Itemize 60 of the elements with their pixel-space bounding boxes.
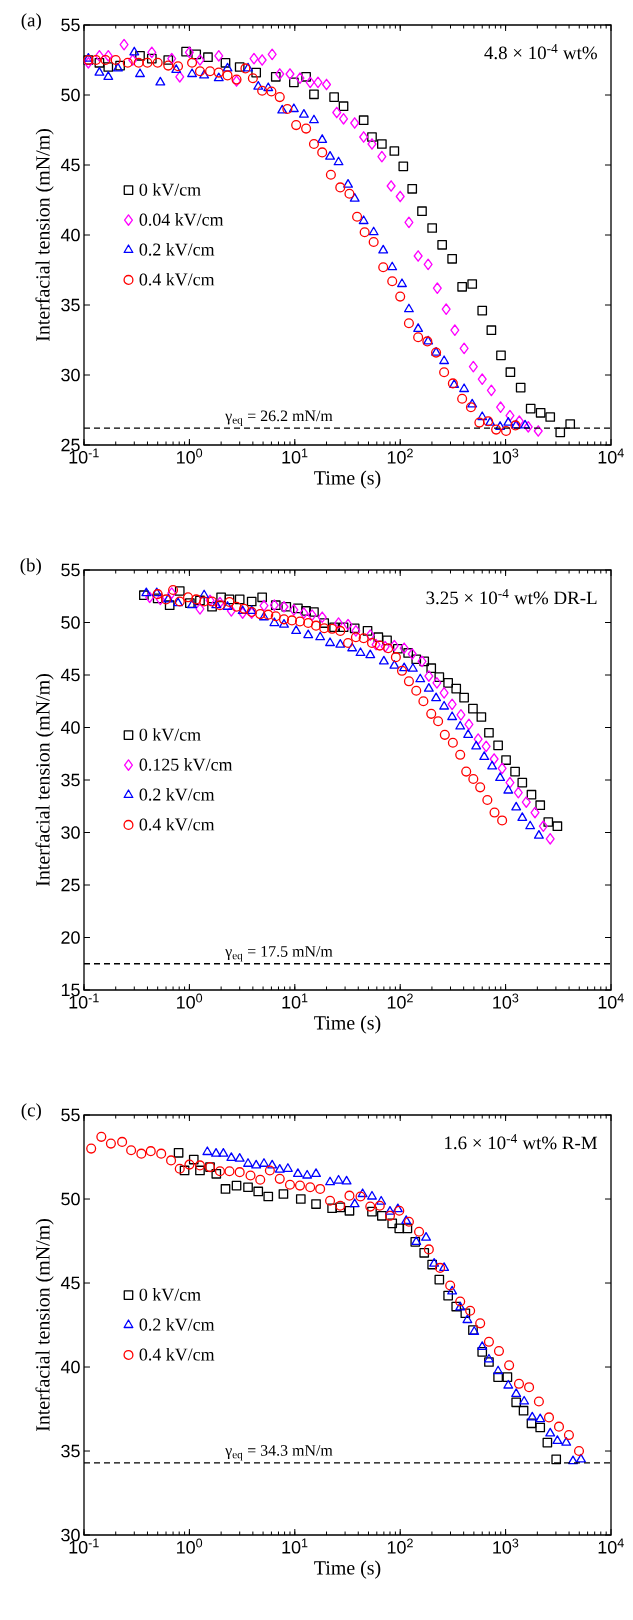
y-tick-label: 35	[61, 298, 80, 312]
legend-label: 0.2 kV/cm	[139, 787, 215, 801]
y-tick-label: 50	[61, 1192, 80, 1206]
ref-line-label: γ$_{eq}$ = 17.5 mN/m	[225, 946, 333, 962]
chart-title: (a)	[21, 13, 41, 31]
annotation: 4.8 × 10$^{-4}$ wt%	[484, 44, 597, 60]
legend-label: 0.4 kV/cm	[139, 817, 215, 831]
legend-label: 0 kV/cm	[139, 183, 201, 196]
y-tick-label: 50	[61, 88, 80, 102]
y-tick-label: 40	[60, 1360, 80, 1374]
x-tick-label: 10$^{3}$	[493, 993, 519, 1009]
x-tick-label: 10$^{0}$	[177, 448, 203, 464]
y-tick-label: 25	[61, 878, 80, 892]
x-tick-label: 10$^{4}$	[598, 993, 624, 1009]
x-tick-label: 10$^{4}$	[598, 448, 624, 464]
chart-title: (b)	[20, 558, 41, 576]
legend-label: 0.4 kV/cm	[139, 1347, 215, 1361]
y-tick-label: 30	[61, 826, 80, 839]
y-tick-label: 40	[60, 228, 80, 242]
ref-line-label: γ$_{eq}$ = 34.3 mN/m	[225, 1445, 333, 1461]
x-tick-label: 10$^{0}$	[177, 993, 203, 1009]
y-tick-label: 55	[61, 18, 80, 32]
y-tick-label: 35	[61, 1444, 80, 1458]
x-tick-label: 10$^{1}$	[282, 993, 308, 1009]
x-tick-label: 10$^{1}$	[282, 448, 308, 464]
legend-label: 0.125 kV/cm	[139, 758, 233, 771]
y-axis-title: Interfacial tension (mN/m)	[35, 1219, 54, 1432]
y-tick-label: 55	[61, 563, 80, 577]
chart-title: (c)	[21, 1103, 41, 1121]
legend-label: 0.04 kV/cm	[139, 213, 224, 226]
x-axis-title: Time (s)	[314, 1560, 381, 1579]
y-tick-label: 55	[61, 1108, 80, 1122]
ref-line-label: γ$_{eq}$ = 26.2 mN/m	[225, 410, 333, 426]
legend-label: 0.4 kV/cm	[139, 272, 215, 286]
y-tick-label: 20	[61, 931, 80, 944]
y-tick-label: 35	[61, 773, 80, 787]
y-axis-title: Interfacial tension (mN/m)	[35, 674, 54, 887]
x-tick-label: 10$^{2}$	[387, 993, 413, 1009]
x-axis-title: Time (s)	[314, 1015, 381, 1034]
x-tick-label: 10$^{3}$	[493, 448, 519, 464]
y-tick-label: 45	[60, 1276, 80, 1290]
y-axis-title: Interfacial tension (mN/m)	[35, 129, 54, 342]
legend-label: 0 kV/cm	[139, 728, 201, 741]
annotation: 3.25 × 10$^{-4}$ wt% DR-L	[426, 589, 597, 605]
y-tick-label: 30	[61, 368, 80, 382]
y-tick-label: 45	[60, 158, 80, 172]
x-tick-label: 10$^{2}$	[387, 1538, 413, 1554]
annotation: 1.6 × 10$^{-4}$ wt% R-M	[445, 1134, 598, 1150]
x-axis-title: Time (s)	[314, 470, 381, 489]
y-tick-label: 50	[61, 616, 80, 629]
x-tick-label: 10$^{0}$	[177, 1538, 203, 1554]
y-tick-label: 40	[60, 721, 80, 734]
legend-label: 0 kV/cm	[139, 1288, 201, 1301]
x-tick-label: 10$^{3}$	[493, 1538, 519, 1554]
legend-label: 0.2 kV/cm	[139, 1318, 215, 1331]
y-tick-label: 45	[60, 668, 80, 682]
x-tick-label: 10$^{4}$	[598, 1538, 624, 1554]
x-tick-label: 10$^{1}$	[282, 1538, 308, 1554]
x-tick-label: 10$^{2}$	[387, 448, 413, 464]
legend-label: 0.2 kV/cm	[139, 242, 215, 256]
